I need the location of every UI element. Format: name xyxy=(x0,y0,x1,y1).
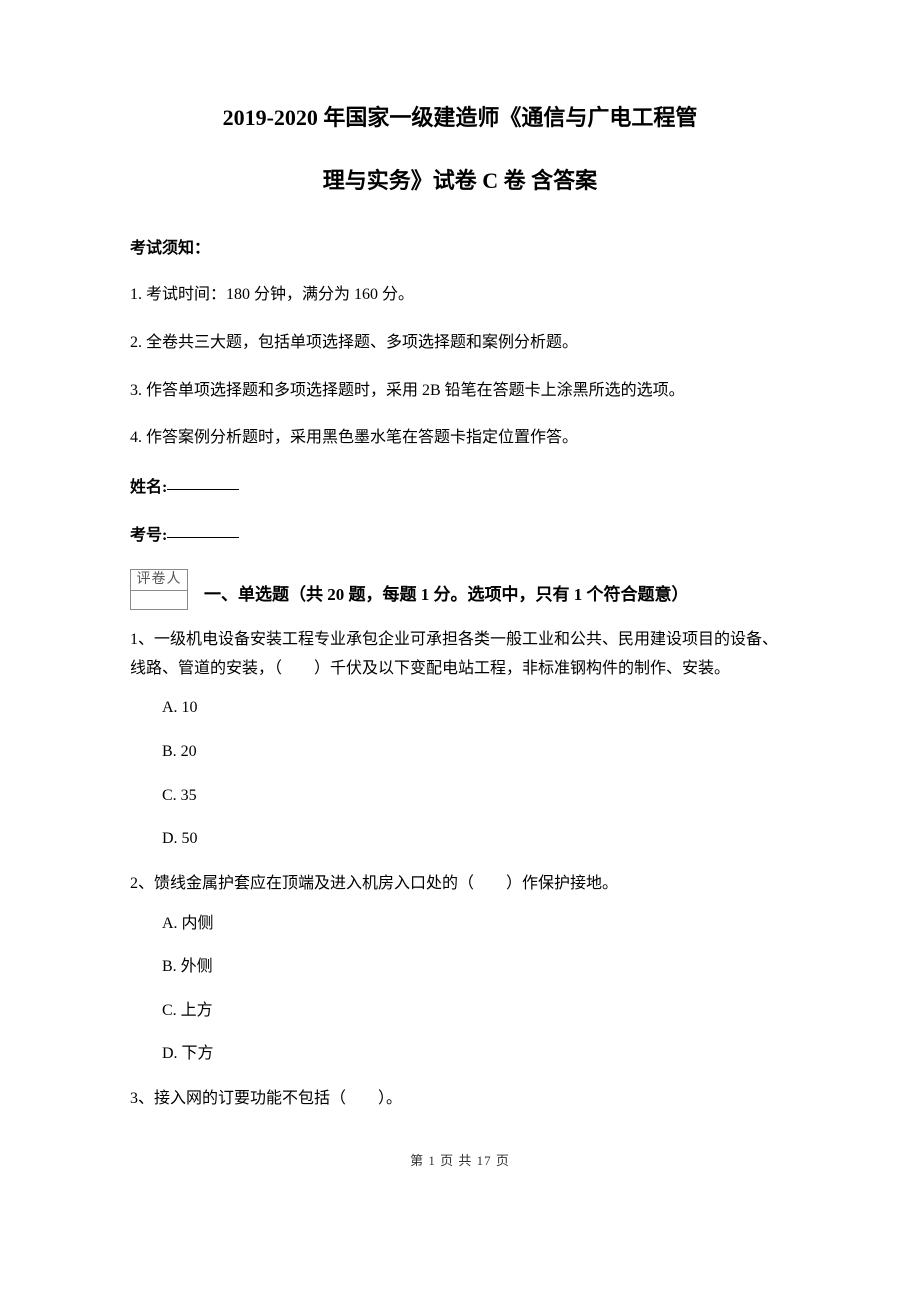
question-1-option-d: D. 50 xyxy=(130,826,790,852)
exam-number-label: 考号: xyxy=(130,527,167,544)
section-1-heading: 一、单选题（共 20 题，每题 1 分。选项中，只有 1 个符合题意） xyxy=(204,582,689,610)
question-1-stem: 1、一级机电设备安装工程专业承包企业可承担各类一般工业和公共、民用建设项目的设备… xyxy=(130,626,790,684)
question-1-option-b: B. 20 xyxy=(130,739,790,765)
question-3-stem: 3、接入网的订要功能不包括（ ）。 xyxy=(130,1085,790,1114)
notice-3: 3. 作答单项选择题和多项选择题时，采用 2B 铅笔在答题卡上涂黑所选的选项。 xyxy=(130,378,790,404)
question-2-option-c: C. 上方 xyxy=(130,998,790,1024)
notice-2: 2. 全卷共三大题，包括单项选择题、多项选择题和案例分析题。 xyxy=(130,330,790,356)
notice-1: 1. 考试时间：180 分钟，满分为 160 分。 xyxy=(130,282,790,308)
question-1-option-c: C. 35 xyxy=(130,783,790,809)
grader-box: 评卷人 xyxy=(130,569,204,610)
grader-box-empty xyxy=(131,590,188,609)
grader-box-label: 评卷人 xyxy=(131,569,188,590)
title-line-1: 2019-2020 年国家一级建造师《通信与广电工程管 xyxy=(130,100,790,135)
name-field-row: 姓名: xyxy=(130,473,790,497)
section-1-header-row: 评卷人 一、单选题（共 20 题，每题 1 分。选项中，只有 1 个符合题意） xyxy=(130,569,790,610)
question-1-option-a: A. 10 xyxy=(130,695,790,721)
question-2-option-d: D. 下方 xyxy=(130,1041,790,1067)
exam-number-row: 考号: xyxy=(130,521,790,545)
exam-number-blank xyxy=(167,521,239,538)
exam-notice-label: 考试须知： xyxy=(130,234,790,258)
question-2-stem: 2、馈线金属护套应在顶端及进入机房入口处的（ ）作保护接地。 xyxy=(130,870,790,899)
name-label: 姓名: xyxy=(130,479,167,496)
page-footer: 第 1 页 共 17 页 xyxy=(130,1150,790,1169)
title-line-2: 理与实务》试卷 C 卷 含答案 xyxy=(130,163,790,198)
question-2-option-b: B. 外侧 xyxy=(130,954,790,980)
name-blank xyxy=(167,473,239,490)
notice-4: 4. 作答案例分析题时，采用黑色墨水笔在答题卡指定位置作答。 xyxy=(130,425,790,451)
question-2-option-a: A. 内侧 xyxy=(130,911,790,937)
